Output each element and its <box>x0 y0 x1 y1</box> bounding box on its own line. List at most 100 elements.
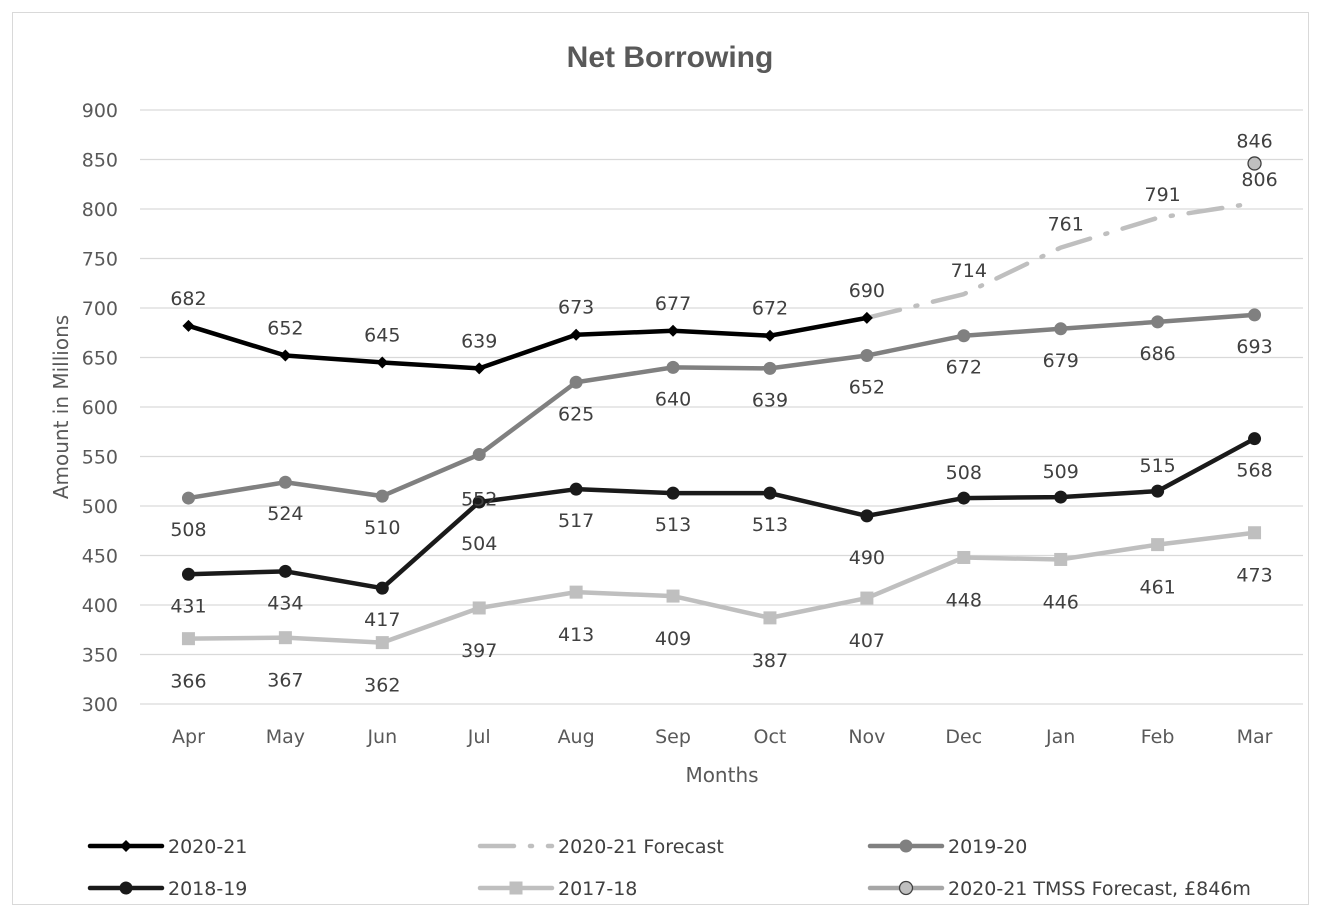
legend-entry: 2019-20 <box>867 836 1027 858</box>
data-label: 407 <box>849 630 885 652</box>
legend-entry: 2020-21 Forecast <box>477 836 724 858</box>
data-point <box>181 567 195 581</box>
x-tick-label: Nov <box>848 726 885 748</box>
series-line <box>186 436 1257 591</box>
y-tick-label: 750 <box>82 249 118 271</box>
data-label: 640 <box>655 388 691 410</box>
data-point <box>181 632 195 646</box>
data-point <box>957 491 971 505</box>
data-point <box>1248 526 1262 540</box>
data-point <box>1151 484 1165 498</box>
series-0: 682 652 645 639 673 677 672 690 <box>170 280 885 375</box>
legend-label: 2018-19 <box>168 878 247 900</box>
data-point <box>181 491 195 505</box>
x-tick-label: Sep <box>655 726 691 748</box>
data-label: 645 <box>364 324 400 346</box>
data-point <box>860 591 874 605</box>
data-label: 409 <box>655 628 691 650</box>
data-label: 677 <box>655 293 691 315</box>
data-point <box>570 328 583 341</box>
data-point <box>375 636 389 650</box>
data-point <box>957 329 971 343</box>
x-tick-label: Aug <box>558 726 595 748</box>
data-point <box>899 839 913 853</box>
x-tick-label: Jan <box>1045 726 1075 748</box>
data-label: 490 <box>849 547 885 569</box>
data-point <box>860 349 874 363</box>
y-tick-label: 600 <box>82 397 118 419</box>
data-point <box>666 486 680 500</box>
data-label: 397 <box>461 640 497 662</box>
y-tick-label: 900 <box>82 100 118 122</box>
x-tick-label: Apr <box>172 726 205 748</box>
data-label: 417 <box>364 609 400 631</box>
data-point <box>569 375 583 389</box>
x-tick-label: Oct <box>754 726 787 748</box>
data-label: 504 <box>461 533 497 555</box>
series-line <box>186 530 1257 645</box>
data-point <box>1151 315 1165 329</box>
data-point <box>569 482 583 496</box>
data-point <box>375 581 389 595</box>
data-label: 509 <box>1043 461 1079 483</box>
data-point <box>1248 432 1262 446</box>
y-tick-label: 550 <box>82 447 118 469</box>
data-label: 672 <box>946 357 982 379</box>
y-tick-label: 700 <box>82 298 118 320</box>
data-point <box>1151 538 1165 552</box>
x-tick-label: May <box>266 726 305 748</box>
legend-entry: 2020-21 <box>87 836 247 858</box>
y-tick-label: 300 <box>82 694 118 716</box>
data-point <box>763 329 776 342</box>
data-point <box>278 631 292 645</box>
legend-entry: 2020-21 TMSS Forecast, £846m <box>867 878 1251 900</box>
series-3: 431 434 417 504 517 513 513 490 508 509 515 568 <box>170 432 1273 631</box>
y-tick-label: 500 <box>82 496 118 518</box>
data-point <box>279 349 292 362</box>
data-label: 387 <box>752 650 788 672</box>
series-line <box>186 312 1257 501</box>
data-point <box>376 356 389 369</box>
data-label: 806 <box>1241 169 1277 191</box>
data-label: 473 <box>1236 565 1272 587</box>
data-point <box>1054 552 1068 566</box>
data-label: 513 <box>752 514 788 536</box>
data-label: 639 <box>752 389 788 411</box>
data-point <box>182 319 195 332</box>
series-4: 366 367 362 397 413 409 387 407 448 446 461 473 <box>170 526 1273 697</box>
data-label: 682 <box>170 288 206 310</box>
data-label: 362 <box>364 675 400 697</box>
data-label: 639 <box>461 330 497 352</box>
data-label: 791 <box>1144 184 1180 206</box>
data-point <box>1054 322 1068 336</box>
data-point <box>1247 156 1262 171</box>
y-tick-label: 450 <box>82 546 118 568</box>
data-label: 524 <box>267 503 303 525</box>
data-label: 761 <box>1048 214 1084 236</box>
data-label: 568 <box>1236 460 1272 482</box>
x-tick-label: Jul <box>467 726 491 748</box>
data-label: 552 <box>461 489 497 511</box>
data-point <box>763 361 777 375</box>
data-label: 513 <box>655 514 691 536</box>
data-point <box>473 362 486 375</box>
data-label: 508 <box>946 462 982 484</box>
chart-frame <box>12 12 1309 905</box>
y-tick-label: 350 <box>82 645 118 667</box>
x-tick-label: Dec <box>945 726 982 748</box>
data-point <box>666 360 680 374</box>
data-label: 448 <box>946 589 982 611</box>
data-label: 413 <box>558 624 594 646</box>
legend-label: 2020-21 Forecast <box>558 836 724 858</box>
data-point <box>278 564 292 578</box>
x-tick-label: Mar <box>1237 726 1273 748</box>
series-line <box>864 200 1257 321</box>
data-point <box>1248 308 1262 322</box>
data-label: 434 <box>267 592 303 614</box>
data-point <box>666 589 680 603</box>
data-point <box>860 311 873 324</box>
y-tick-label: 400 <box>82 595 118 617</box>
data-point <box>860 509 874 523</box>
legend-entry: 2017-18 <box>477 878 637 900</box>
data-label: 366 <box>170 671 206 693</box>
